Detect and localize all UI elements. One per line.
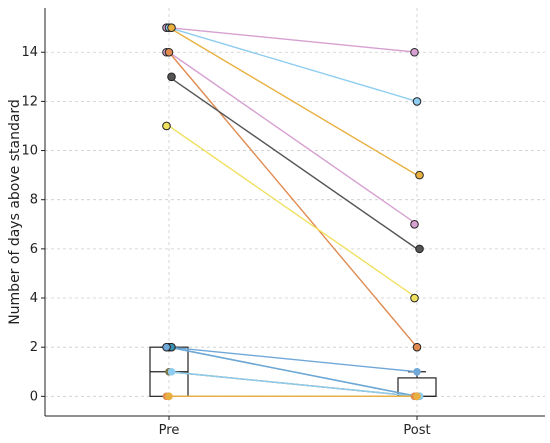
data-point: [413, 367, 421, 376]
series-line: [168, 346, 418, 398]
series-line: [168, 26, 418, 103]
series-line: [168, 371, 418, 398]
data-point: [164, 47, 174, 57]
data-point: [415, 244, 424, 254]
data-point: [165, 392, 173, 401]
data-point: [413, 392, 421, 401]
y-tick-label: 10: [21, 144, 38, 159]
series-line: [168, 51, 418, 348]
series-line: [168, 26, 418, 53]
series-line: [168, 125, 418, 299]
y-tick-label: 8: [30, 193, 38, 208]
data-point: [412, 97, 422, 106]
x-tick-label: Pre: [159, 423, 180, 438]
y-tick-label: 0: [30, 389, 38, 404]
y-tick-label: 14: [21, 45, 38, 60]
data-point: [410, 219, 419, 229]
data-point: [167, 367, 176, 376]
data-point: [162, 121, 171, 131]
axes: [41, 8, 545, 420]
data-point: [167, 23, 176, 32]
data-point: [412, 342, 422, 352]
data-point: [410, 47, 419, 57]
data-points: [162, 23, 424, 401]
y-tick-label: 2: [30, 340, 38, 355]
y-axis-label: Number of days above standard: [7, 99, 23, 325]
y-tick-label: 6: [30, 242, 38, 257]
data-point: [167, 72, 176, 82]
data-point: [410, 293, 419, 303]
grid: [45, 8, 545, 416]
series-line: [168, 27, 418, 176]
x-tick-label: Post: [403, 423, 430, 438]
data-point: [415, 170, 424, 180]
tick-labels: 0 2 4 6 8 10 12 14 Pre Post: [21, 45, 430, 438]
data-point: [162, 342, 171, 352]
y-tick-label: 12: [21, 94, 38, 109]
series-line: [168, 346, 418, 373]
series-line: [168, 51, 418, 225]
series-line: [168, 76, 418, 250]
series-lines: [168, 26, 418, 398]
y-tick-label: 4: [30, 291, 38, 306]
